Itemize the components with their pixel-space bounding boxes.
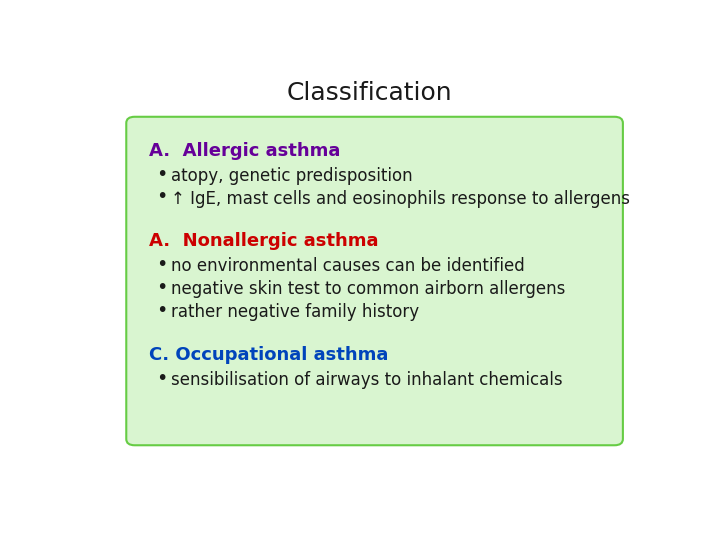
Text: sensibilisation of airways to inhalant chemicals: sensibilisation of airways to inhalant c… bbox=[171, 371, 562, 389]
Text: C. Occupational asthma: C. Occupational asthma bbox=[148, 346, 388, 364]
Text: •: • bbox=[156, 369, 167, 388]
Text: •: • bbox=[156, 301, 167, 320]
FancyBboxPatch shape bbox=[126, 117, 623, 446]
Text: rather negative family history: rather negative family history bbox=[171, 303, 419, 321]
Text: no environmental causes can be identified: no environmental causes can be identifie… bbox=[171, 258, 525, 275]
Text: •: • bbox=[156, 187, 167, 206]
Text: negative skin test to common airborn allergens: negative skin test to common airborn all… bbox=[171, 280, 565, 298]
Text: •: • bbox=[156, 165, 167, 184]
Text: atopy, genetic predisposition: atopy, genetic predisposition bbox=[171, 167, 413, 185]
Text: ↑ IgE, mast cells and eosinophils response to allergens: ↑ IgE, mast cells and eosinophils respon… bbox=[171, 190, 630, 207]
Text: A.  Nonallergic asthma: A. Nonallergic asthma bbox=[148, 232, 378, 251]
Text: •: • bbox=[156, 255, 167, 274]
Text: A.  Allergic asthma: A. Allergic asthma bbox=[148, 141, 340, 160]
Text: Classification: Classification bbox=[286, 82, 452, 105]
Text: •: • bbox=[156, 278, 167, 297]
